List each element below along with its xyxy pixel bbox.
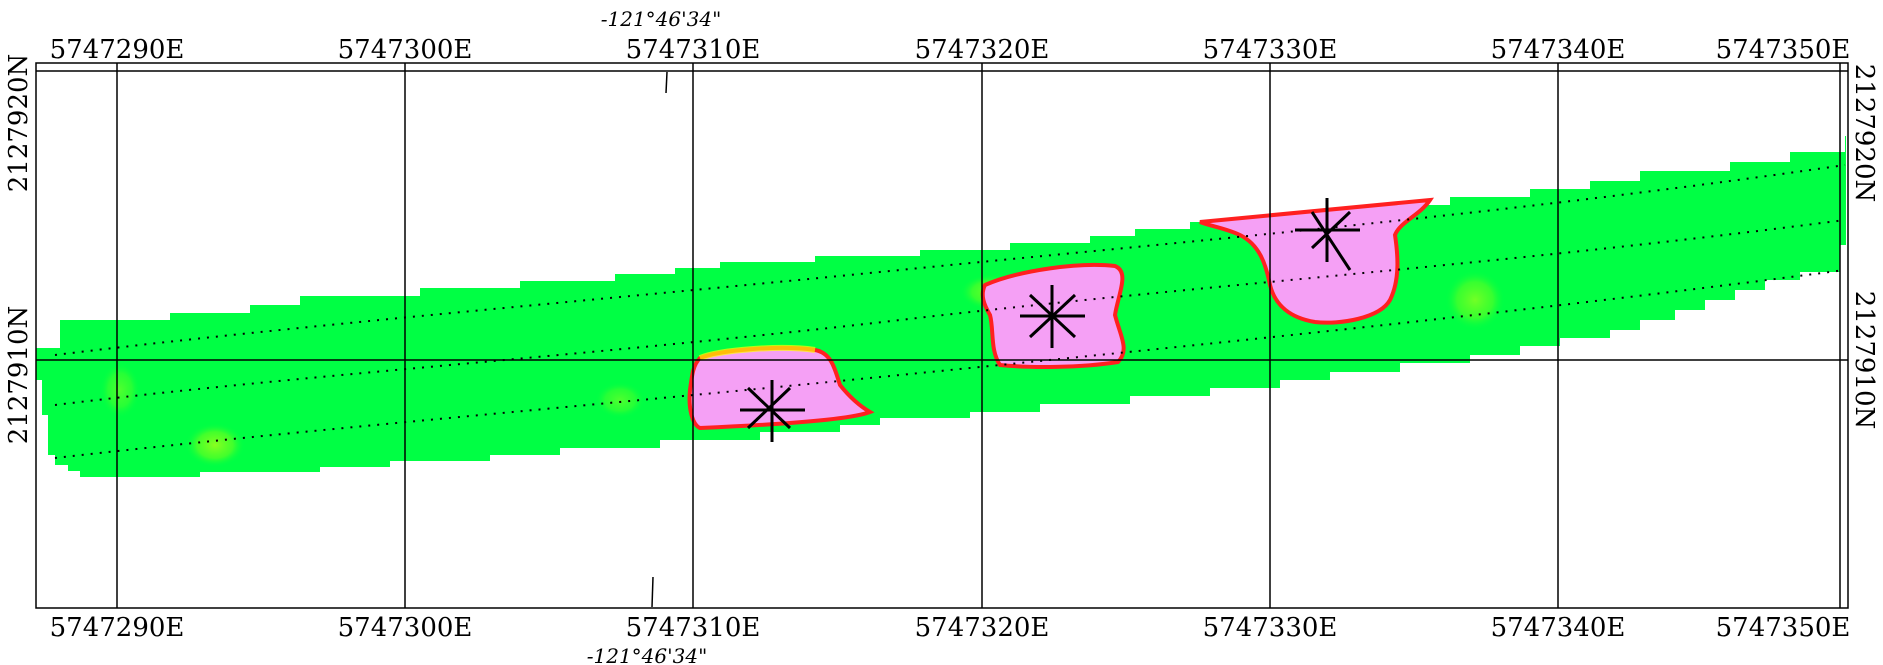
survey-variation (100, 362, 140, 418)
easting-label: 5747310E (626, 35, 761, 65)
easting-labels-bottom: 5747290E 5747300E 5747310E 5747320E 5747… (50, 613, 1851, 643)
easting-label: 5747320E (915, 613, 1050, 643)
grid-lines (36, 63, 1848, 608)
easting-label: 5747330E (1203, 613, 1338, 643)
star-cross-marker (1295, 198, 1360, 271)
survey-coverage-area (36, 136, 1846, 477)
survey-variation (185, 423, 245, 467)
easting-label: 5747330E (1203, 35, 1338, 65)
easting-label: 5747320E (915, 35, 1050, 65)
anomaly-3 (1199, 197, 1435, 325)
easting-label: 5747310E (626, 613, 761, 643)
longitude-label-bottom: -121°46'34" (587, 644, 708, 665)
northing-label-right: 2127910N (1849, 291, 1879, 430)
easting-label: 5747300E (338, 613, 473, 643)
star-cross-marker (1020, 285, 1085, 348)
easting-label: 5747290E (50, 35, 185, 65)
survey-variation (1445, 270, 1505, 330)
longitude-tick-top (665, 71, 668, 94)
easting-label: 5747340E (1491, 35, 1626, 65)
northing-label-right: 2127920N (1849, 64, 1879, 203)
anomaly-1 (687, 344, 875, 431)
easting-labels-top: 5747290E 5747300E 5747310E 5747320E 5747… (50, 35, 1851, 65)
longitude-tick-bottom (651, 576, 654, 608)
anomaly-3-zone (1199, 197, 1435, 325)
easting-label: 5747350E (1716, 613, 1851, 643)
star-cross-marker (740, 380, 805, 442)
northing-label-left: 2127910N (4, 306, 34, 445)
easting-label: 5747350E (1716, 35, 1851, 65)
longitude-label-top: -121°46'34" (601, 7, 722, 31)
survey-variation (595, 382, 645, 418)
easting-label: 5747290E (50, 613, 185, 643)
northing-label-left: 2127920N (4, 54, 34, 193)
easting-label: 5747300E (338, 35, 473, 65)
map-frame (35, 62, 1849, 609)
easting-label: 5747340E (1491, 613, 1626, 643)
